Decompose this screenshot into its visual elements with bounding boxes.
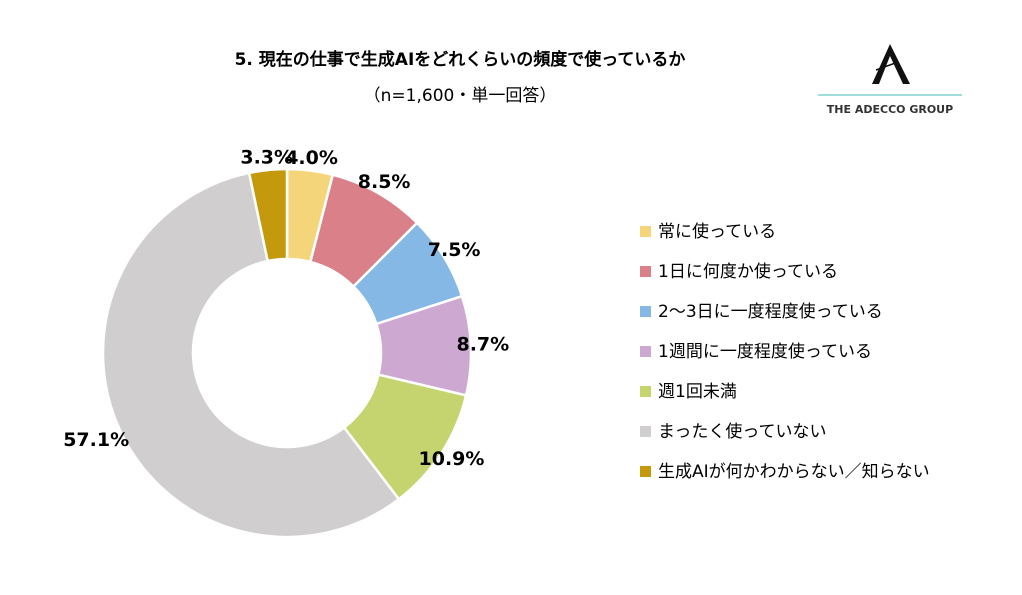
value-label: 10.9% <box>419 448 485 470</box>
legend-label: 週1回未満 <box>658 382 737 402</box>
value-label: 4.0% <box>285 147 338 169</box>
slice <box>101 171 401 539</box>
legend-label: 2～3日に一度程度使っている <box>658 301 883 322</box>
legend-swatch <box>640 226 651 237</box>
legend-swatch <box>640 346 651 357</box>
slice <box>247 167 289 263</box>
value-label: 57.1% <box>63 429 129 451</box>
chart-subtitle: （n=1,600・単一回答） <box>364 86 557 106</box>
value-label: 3.3% <box>240 147 293 169</box>
legend-swatch <box>640 466 651 477</box>
legend-label: まったく使っていない <box>658 421 826 442</box>
legend-label: 1週間に一度程度使っている <box>658 341 872 362</box>
legend-label: 1日に何度か使っている <box>658 261 838 282</box>
legend-swatch <box>640 266 651 277</box>
value-label: 7.5% <box>428 239 481 261</box>
legend-label: 生成AIが何かわからない／知らない <box>658 462 930 482</box>
logo-stroke <box>875 61 899 71</box>
logo-text: THE ADECCO GROUP <box>827 103 953 116</box>
value-label: 8.5% <box>358 171 411 193</box>
logo: THE ADECCO GROUP <box>818 44 962 116</box>
value-label: 8.7% <box>456 333 509 355</box>
chart-title: 5. 現在の仕事で生成AIをどれくらいの頻度で使っているか <box>235 49 686 70</box>
legend-swatch <box>640 426 651 437</box>
legend-label: 常に使っている <box>658 221 776 242</box>
legend-swatch <box>640 306 651 317</box>
legend-swatch <box>640 386 651 397</box>
logo-mark <box>872 44 910 84</box>
